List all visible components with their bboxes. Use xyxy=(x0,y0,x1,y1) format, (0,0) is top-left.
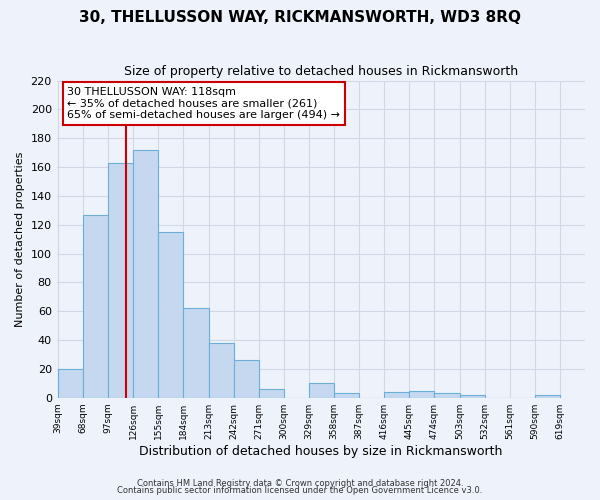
Bar xyxy=(184,308,209,398)
Bar xyxy=(259,389,284,398)
Y-axis label: Number of detached properties: Number of detached properties xyxy=(15,152,25,327)
Bar xyxy=(334,394,359,398)
Bar xyxy=(460,395,485,398)
Bar xyxy=(384,392,409,398)
Bar xyxy=(108,162,133,398)
X-axis label: Distribution of detached houses by size in Rickmansworth: Distribution of detached houses by size … xyxy=(139,444,503,458)
Bar xyxy=(434,394,460,398)
Bar xyxy=(158,232,184,398)
Bar xyxy=(133,150,158,398)
Text: Contains HM Land Registry data © Crown copyright and database right 2024.: Contains HM Land Registry data © Crown c… xyxy=(137,478,463,488)
Bar xyxy=(209,343,233,398)
Bar xyxy=(83,214,108,398)
Title: Size of property relative to detached houses in Rickmansworth: Size of property relative to detached ho… xyxy=(124,65,518,78)
Bar xyxy=(409,390,434,398)
Text: Contains public sector information licensed under the Open Government Licence v3: Contains public sector information licen… xyxy=(118,486,482,495)
Text: 30 THELLUSSON WAY: 118sqm
← 35% of detached houses are smaller (261)
65% of semi: 30 THELLUSSON WAY: 118sqm ← 35% of detac… xyxy=(67,87,340,120)
Bar xyxy=(309,384,334,398)
Text: 30, THELLUSSON WAY, RICKMANSWORTH, WD3 8RQ: 30, THELLUSSON WAY, RICKMANSWORTH, WD3 8… xyxy=(79,10,521,25)
Bar xyxy=(535,395,560,398)
Bar xyxy=(58,369,83,398)
Bar xyxy=(233,360,259,398)
